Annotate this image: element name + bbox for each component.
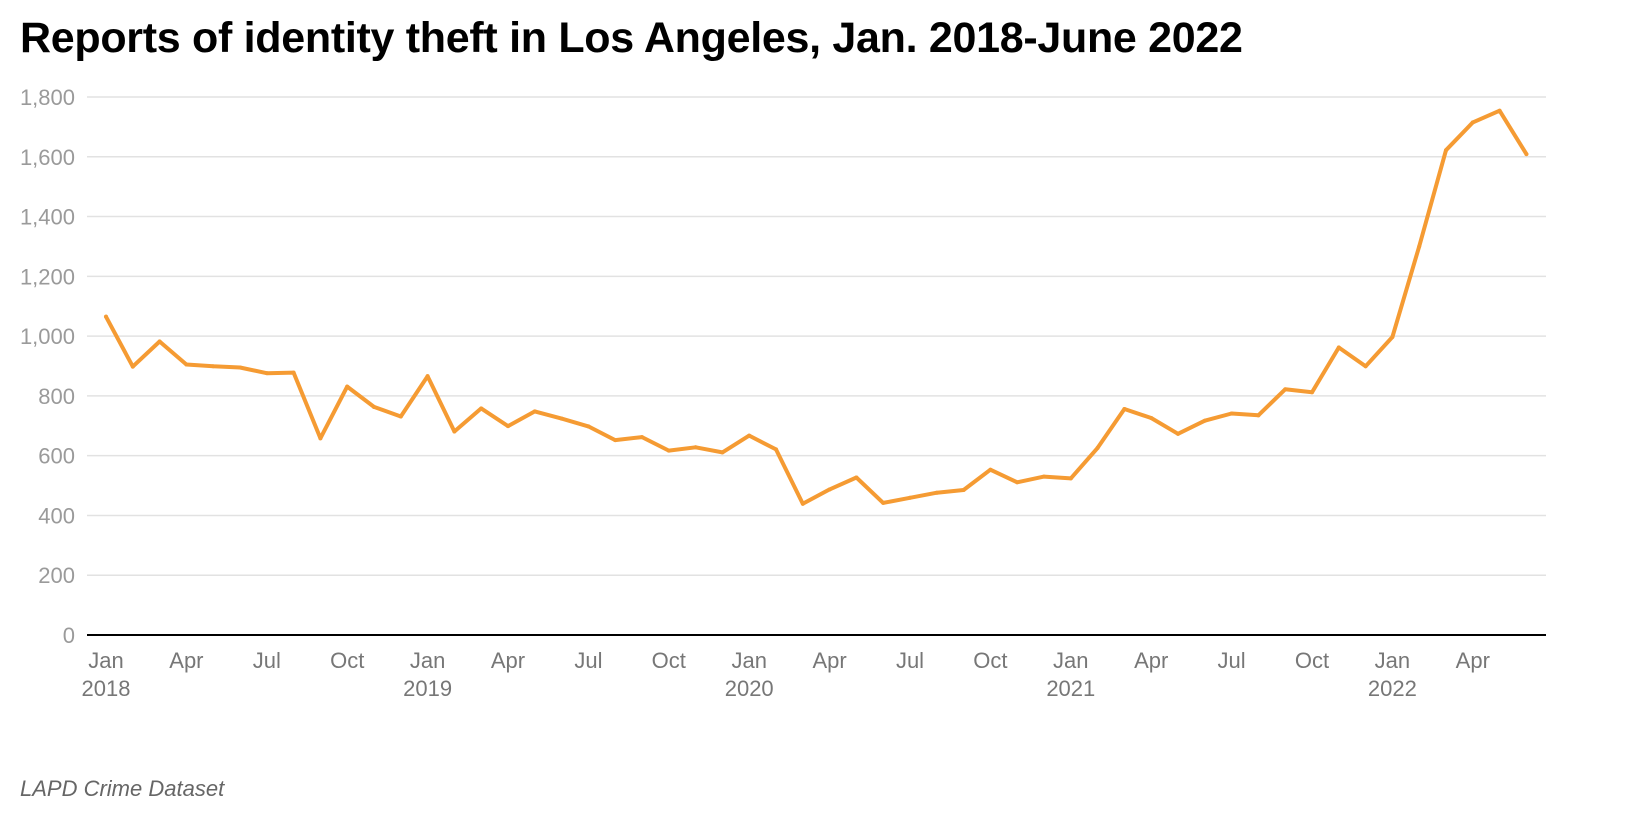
chart-title: Reports of identity theft in Los Angeles… [20, 14, 1243, 62]
data-point-2021-07 [1229, 411, 1234, 416]
x-tick-year-2018: 2018 [82, 676, 131, 701]
data-point-2020-09 [961, 488, 966, 493]
series-layer [104, 108, 1529, 506]
data-point-2021-08 [1256, 413, 1261, 418]
x-tick-label-apr: Apr [812, 648, 846, 673]
data-point-2018-09 [318, 436, 323, 441]
data-point-2018-02 [130, 364, 135, 369]
x-tick-year-2019: 2019 [403, 676, 452, 701]
data-point-2020-05 [854, 475, 859, 480]
x-tick-label-jan-2018: Jan [88, 648, 123, 673]
y-tick-label-1800: 1,800 [20, 85, 75, 110]
data-point-2018-05 [211, 364, 216, 369]
y-tick-label-400: 400 [38, 503, 75, 528]
x-tick-label-jul: Jul [253, 648, 281, 673]
x-tick-label-jul: Jul [896, 648, 924, 673]
x-tick-year-2022: 2022 [1368, 676, 1417, 701]
y-axis-ticks: 0 200 400 600 800 1,000 1,200 1,400 1,600 1,800 [20, 85, 75, 648]
data-point-2019-08 [613, 438, 618, 443]
data-point-2020-02 [774, 447, 778, 452]
x-tick-year-2020: 2020 [725, 676, 774, 701]
data-point-2019-03 [479, 406, 484, 411]
data-point-2018-10 [345, 384, 350, 389]
data-point-2020-01 [747, 433, 752, 438]
x-tick-label-apr: Apr [1456, 648, 1490, 673]
data-point-2018-07 [264, 371, 269, 376]
data-point-2019-05 [532, 409, 537, 414]
x-tick-label-oct: Oct [330, 648, 364, 673]
data-point-2022-03 [1444, 148, 1448, 153]
y-tick-label-1000: 1,000 [20, 324, 75, 349]
data-point-2020-06 [881, 500, 886, 505]
x-tick-label-jan-2019: Jan [410, 648, 445, 673]
y-tick-label-1200: 1,200 [20, 264, 75, 289]
data-point-2022-05 [1497, 108, 1502, 113]
data-point-2019-12 [720, 450, 725, 455]
data-point-2022-04 [1470, 120, 1475, 125]
data-point-2019-01 [425, 374, 430, 379]
data-point-2019-04 [506, 424, 510, 429]
data-point-2021-12 [1363, 364, 1368, 369]
x-tick-label-apr: Apr [169, 648, 203, 673]
data-point-2018-03 [157, 339, 162, 344]
data-point-2021-04 [1149, 416, 1154, 421]
data-point-2018-04 [184, 362, 189, 367]
series-line-0 [104, 108, 1529, 506]
y-tick-label-1600: 1,600 [20, 145, 75, 170]
data-point-2020-07 [908, 495, 912, 500]
data-point-2020-11 [1015, 480, 1020, 485]
x-axis-ticks: Jan 2018 Apr Jul Oct Jan 2019 Apr Jul Oct Jan 2020 A… [82, 648, 1490, 701]
source-note: LAPD Crime Dataset [20, 776, 225, 801]
x-tick-year-2021: 2021 [1046, 676, 1095, 701]
data-point-2022-01 [1390, 335, 1395, 340]
data-point-2021-05 [1176, 431, 1180, 436]
data-point-2021-11 [1336, 345, 1341, 350]
x-tick-label-apr: Apr [1134, 648, 1168, 673]
data-point-2020-04 [827, 487, 832, 492]
gridlines [87, 96, 1546, 576]
data-point-2018-01 [104, 314, 108, 319]
data-point-2020-12 [1042, 474, 1046, 479]
data-point-2019-11 [693, 445, 698, 450]
x-tick-label-oct: Oct [973, 648, 1007, 673]
data-point-2020-08 [934, 490, 939, 495]
data-point-2018-06 [238, 365, 242, 370]
data-point-2020-10 [988, 467, 993, 472]
data-point-2021-02 [1095, 445, 1100, 450]
y-tick-label-600: 600 [38, 444, 75, 469]
y-tick-label-200: 200 [38, 563, 75, 588]
x-tick-label-oct: Oct [652, 648, 686, 673]
x-tick-label-jul: Jul [1218, 648, 1246, 673]
y-tick-label-1400: 1,400 [20, 205, 75, 230]
data-point-2019-06 [559, 416, 564, 421]
data-point-2019-09 [640, 435, 644, 440]
data-point-2022-02 [1417, 244, 1422, 249]
x-tick-label-oct: Oct [1295, 648, 1329, 673]
y-tick-label-800: 800 [38, 384, 75, 409]
data-point-2021-03 [1122, 407, 1127, 412]
data-point-2021-01 [1068, 476, 1073, 481]
data-point-2022-06 [1524, 152, 1529, 157]
data-point-2019-07 [586, 424, 591, 429]
x-tick-label-jan-2021: Jan [1053, 648, 1088, 673]
y-tick-label-0: 0 [63, 623, 75, 648]
x-tick-label-apr: Apr [491, 648, 525, 673]
data-point-2019-02 [452, 429, 457, 434]
data-point-2021-10 [1310, 390, 1314, 395]
data-point-2019-10 [666, 448, 671, 453]
x-tick-label-jan-2022: Jan [1375, 648, 1410, 673]
data-point-2021-06 [1202, 418, 1207, 423]
data-point-2020-03 [800, 501, 805, 506]
x-tick-label-jan-2020: Jan [731, 648, 766, 673]
data-point-2018-12 [398, 414, 403, 419]
data-point-2021-09 [1283, 387, 1288, 392]
x-tick-label-jul: Jul [574, 648, 602, 673]
data-point-2018-08 [291, 370, 296, 375]
data-point-2018-11 [372, 404, 376, 409]
